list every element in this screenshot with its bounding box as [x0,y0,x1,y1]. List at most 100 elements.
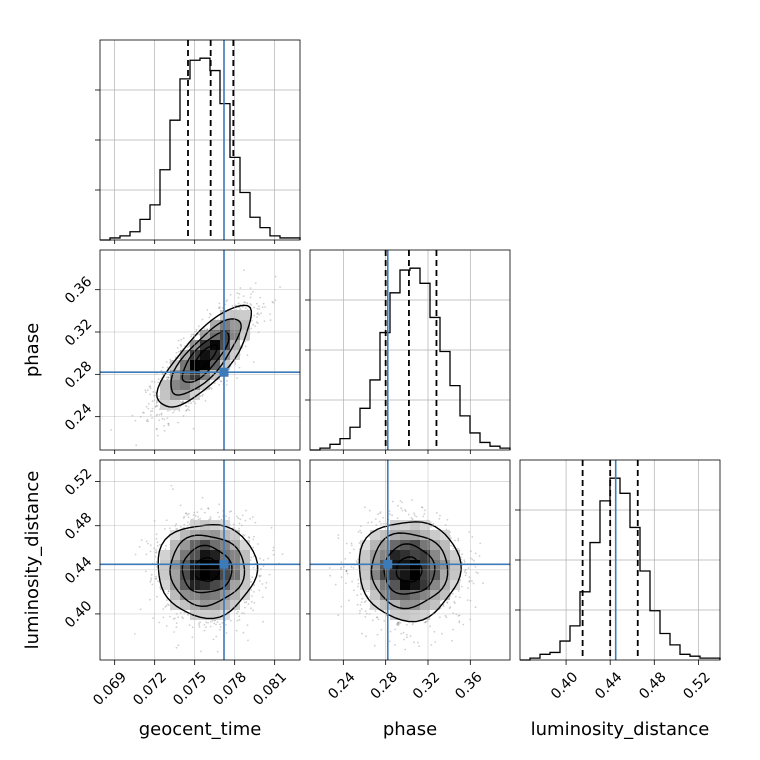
scatter-point [142,411,144,414]
scatter-point [139,608,142,611]
density-cell [210,570,220,580]
scatter-point [219,380,222,382]
scatter-point [379,512,381,515]
scatter-point [348,599,350,602]
scatter-point [246,624,249,627]
scatter-point [404,508,406,511]
scatter-point [411,518,414,521]
scatter-point [187,405,190,408]
scatter-point [274,275,277,278]
scatter-point [454,602,456,604]
scatter-point [459,596,461,599]
scatter-point [151,410,154,412]
scatter-point [201,318,204,321]
scatter-point [149,580,152,583]
scatter-point [145,540,148,543]
scatter-point [424,509,426,512]
scatter-point [383,523,385,525]
scatter-point [360,601,363,603]
scatter-point [155,401,158,404]
scatter-point [258,313,260,316]
scatter-point [253,535,255,538]
scatter-point [152,391,155,393]
scatter-point [402,631,405,634]
scatter-point [421,506,424,509]
scatter-point [242,295,245,297]
scatter-point [158,413,161,416]
scatter-point [248,537,251,539]
density-cell [160,550,170,560]
scatter-point [245,509,247,512]
density-cell [180,380,190,390]
scatter-point [187,528,189,531]
scatter-point [259,557,262,560]
scatter-point [251,576,254,579]
scatter-point [181,401,184,403]
scatter-point [188,409,191,412]
scatter-point [216,621,219,623]
scatter-point [218,516,221,518]
scatter-point [458,620,461,622]
scatter-point [253,590,255,593]
scatter-point [352,548,355,551]
scatter-point [178,357,181,360]
scatter-point [178,409,181,412]
scatter-point [201,395,204,397]
scatter-point [149,385,152,387]
scatter-point [267,557,270,560]
scatter-point [376,633,379,636]
scatter-point [188,345,190,348]
scatter-point [246,354,249,356]
scatter-point [452,628,454,631]
scatter-point [253,314,256,317]
density-cell [180,540,190,550]
scatter-point [351,580,353,583]
scatter-point [180,338,183,341]
scatter-point [463,571,466,573]
scatter-point [131,414,134,417]
scatter-point [175,646,178,649]
scatter-point [195,328,198,331]
scatter-point [225,384,228,386]
scatter-point [237,517,240,520]
scatter-point [219,626,222,628]
histogram-panel-phase [305,249,511,451]
scatter-point [215,635,218,638]
scatter-point [359,604,362,606]
scatter-point [471,558,474,561]
density-cell [220,580,230,590]
scatter-point [252,609,254,612]
scatter-point [462,623,465,626]
scatter-point [253,306,256,309]
scatter-point [446,602,449,604]
scatter-point [149,550,152,553]
scatter-point [155,577,158,580]
scatter-point [272,546,275,549]
scatter-point [242,631,245,634]
scatter-point [243,269,245,272]
scatter-point [176,347,179,349]
scatter-point [203,629,206,632]
scatter-point [400,507,402,510]
scatter-point [177,616,180,619]
density-cell [220,520,230,530]
scatter-point [457,590,460,592]
scatter-point [244,519,247,522]
scatter-point [360,593,362,595]
scatter-point [185,405,188,408]
scatter-point [399,500,402,502]
scatter-point [239,287,242,289]
scatter-point [464,574,467,577]
scatter-point [173,631,176,633]
density-cell [160,380,170,390]
scatter-point [461,561,463,564]
scatter-point [190,402,193,405]
scatter-point [358,542,361,544]
panel-content [110,269,281,447]
scatter-point [140,539,143,541]
scatter-point [165,599,168,602]
density-cell [220,600,230,610]
scatter-point [256,316,258,318]
scatter-point [395,623,398,626]
scatter-point [221,307,224,309]
